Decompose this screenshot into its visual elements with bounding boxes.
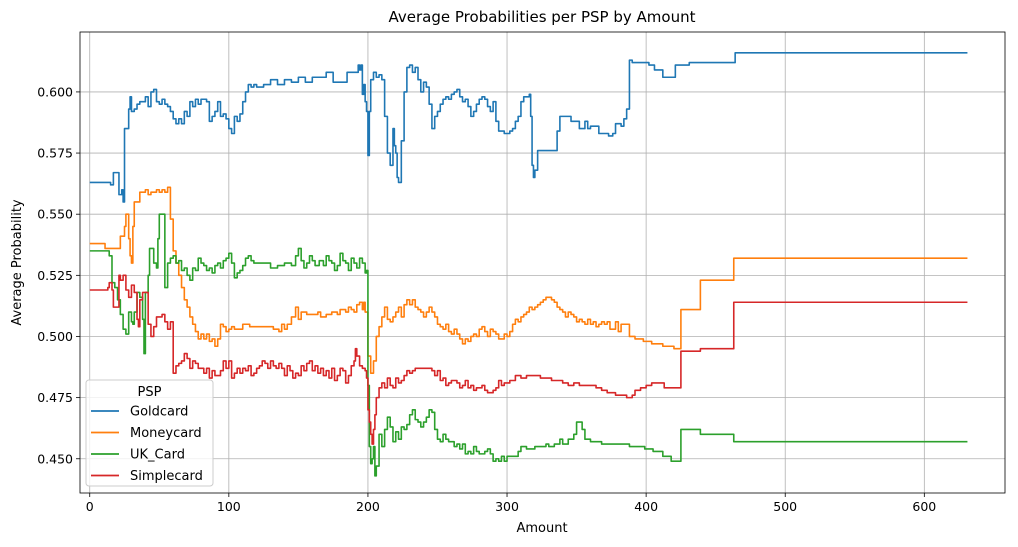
legend-items: Goldcard Moneycard UK_Card Simplecard [91, 405, 203, 484]
y-tick-label: 0.575 [37, 146, 73, 161]
legend-label-moneycard: Moneycard [130, 426, 202, 441]
series-line-moneycard [89, 186, 968, 374]
legend: PSP Goldcard Moneycard UK_Card Simplecard [85, 379, 214, 487]
x-axis-ticks: 0 100 200 300 400 500 600 [86, 493, 936, 514]
grid [80, 32, 1005, 493]
x-axis-label: Amount [516, 521, 567, 536]
series-line-uk-card [89, 213, 968, 477]
legend-label-goldcard: Goldcard [130, 405, 188, 420]
legend-label-simplecard: Simplecard [130, 469, 203, 484]
legend-box [85, 379, 214, 487]
series-line-simplecard [89, 274, 968, 445]
y-tick-label: 0.525 [37, 268, 73, 283]
x-tick-label: 0 [86, 499, 94, 514]
series-lines [89, 51, 968, 477]
legend-title: PSP [138, 385, 162, 400]
legend-label-uk-card: UK_Card [130, 448, 185, 463]
series-line-goldcard [89, 51, 968, 203]
y-tick-label: 0.550 [37, 207, 73, 222]
y-tick-label: 0.600 [37, 84, 73, 99]
y-tick-label: 0.500 [37, 329, 73, 344]
plot-frame [79, 31, 1006, 494]
x-tick-label: 100 [217, 499, 241, 514]
y-tick-label: 0.475 [37, 390, 73, 405]
x-tick-label: 400 [634, 499, 658, 514]
x-tick-label: 600 [912, 499, 936, 514]
y-axis-label: Average Probability [10, 199, 25, 326]
chart-title: Average Probabilities per PSP by Amount [389, 8, 696, 26]
x-tick-label: 500 [773, 499, 797, 514]
x-tick-label: 200 [356, 499, 380, 514]
y-axis-ticks: 0.450 0.475 0.500 0.525 0.550 0.575 0.600 [37, 84, 80, 466]
x-tick-label: 300 [495, 499, 519, 514]
y-tick-label: 0.450 [37, 451, 73, 466]
